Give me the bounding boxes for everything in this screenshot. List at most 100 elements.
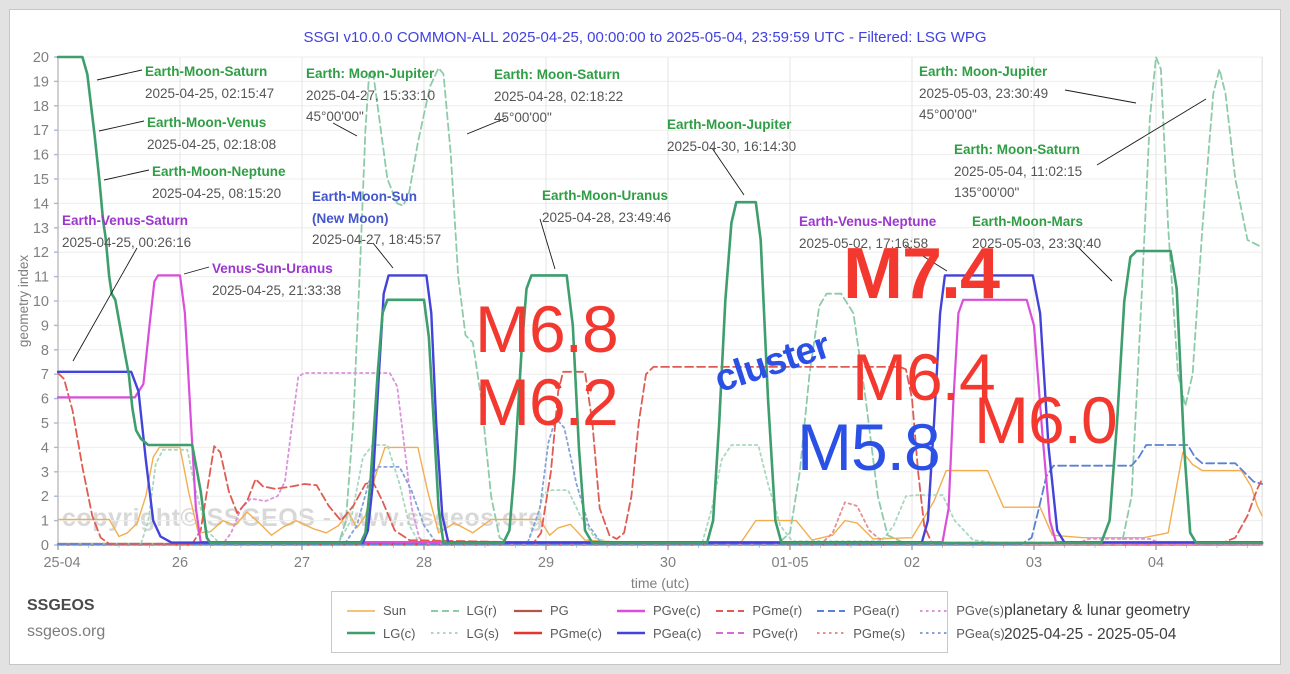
annotation-title: Earth-Moon-Mars bbox=[972, 214, 1083, 229]
annotation-earth-venus-saturn: Earth-Venus-Saturn 2025-04-25, 00:26:16 bbox=[62, 210, 191, 253]
annotation-earth-moon-sun: Earth-Moon-Sun (New Moon) 2025-04-27, 18:4… bbox=[312, 186, 441, 251]
legend-line-lg-r bbox=[430, 609, 459, 612]
legend-item-pg: PG bbox=[513, 603, 602, 618]
annotation-detail: 2025-04-30, 16:14:30 bbox=[667, 138, 797, 154]
annotation-title: (New Moon) bbox=[312, 210, 389, 226]
legend-item-pgve-s: PGve(s) bbox=[919, 603, 1004, 618]
annotation-detail: 45°00'00" bbox=[494, 110, 552, 125]
annotation-detail: 2025-05-03, 23:30:49 bbox=[919, 85, 1049, 101]
legend-item-pgme-s: PGme(s) bbox=[816, 626, 905, 641]
legend-item-pgme-r: PGme(r) bbox=[715, 603, 802, 618]
legend-line-pg bbox=[514, 609, 542, 612]
annotation-title: Earth-Venus-Neptune bbox=[799, 214, 937, 229]
legend-box: Sun LG(r) PG PGve(c) PGme(r) PGea(r) PGve(s) LG… bbox=[331, 591, 1005, 653]
annotation-title: Earth-Moon-Venus bbox=[147, 115, 267, 130]
event-label-m6-0: M6.0 bbox=[974, 383, 1118, 457]
annotation-title: Venus-Sun-Uranus bbox=[212, 261, 333, 276]
annotation-detail: 2025-04-25, 21:33:38 bbox=[212, 282, 342, 298]
legend-item-pgve-r: PGve(r) bbox=[715, 626, 802, 641]
annotation-earth-moon-venus: Earth-Moon-Venus 2025-04-25, 02:18:08 bbox=[147, 112, 276, 155]
annotation-title: Earth: Moon-Saturn bbox=[494, 67, 620, 82]
annotation-detail: 2025-04-25, 00:26:16 bbox=[62, 234, 192, 250]
legend-label: PG bbox=[550, 603, 569, 619]
annotation-title: Earth-Moon-Sun bbox=[312, 189, 417, 204]
legend-label: Sun bbox=[383, 603, 407, 619]
annotation-earth-moon-jupiter: Earth: Moon-Jupiter 2025-04-27, 15:33:10 4… bbox=[306, 63, 435, 128]
annotation-detail: 2025-04-25, 02:15:47 bbox=[145, 85, 275, 101]
footer-left: SSGEOS ssgeos.org bbox=[27, 597, 105, 641]
legend-item-pgea-r: PGea(r) bbox=[816, 603, 905, 618]
chart-title: SSGI v10.0.0 COMMON-ALL 2025-04-25, 00:0… bbox=[303, 29, 987, 46]
annotation-title: Earth-Moon-Uranus bbox=[542, 188, 668, 203]
legend-item-pgea-s: PGea(s) bbox=[919, 625, 1005, 641]
legend-label: PGme(s) bbox=[853, 625, 906, 641]
annotation-venus-sun-uranus: Venus-Sun-Uranus 2025-04-25, 21:33:38 bbox=[212, 258, 341, 301]
event-label-m5-8: M5.8 bbox=[797, 410, 941, 484]
annotation-earth-moon-jupiter: Earth-Moon-Jupiter 2025-04-30, 16:14:30 bbox=[667, 114, 796, 157]
annotation-title: Earth-Moon-Neptune bbox=[152, 164, 286, 179]
annotation-title: Earth-Venus-Saturn bbox=[62, 213, 189, 228]
annotation-detail: 2025-04-28, 02:18:22 bbox=[494, 88, 624, 104]
legend-line-pgme-s bbox=[817, 632, 846, 635]
legend-item-lg-c: LG(c) bbox=[346, 626, 416, 641]
legend-line-lg-c bbox=[347, 631, 375, 635]
legend-item-pgve-c: PGve(c) bbox=[616, 603, 701, 618]
legend-item-lg-r: LG(r) bbox=[430, 603, 500, 618]
legend-label: PGve(c) bbox=[653, 603, 701, 619]
brand-text: SSGEOS bbox=[27, 597, 95, 614]
legend-line-sun bbox=[347, 610, 375, 612]
legend-label: PGve(r) bbox=[752, 625, 798, 641]
legend-label: LG(c) bbox=[383, 625, 416, 641]
legend-label: PGea(c) bbox=[653, 625, 702, 641]
annotation-detail: 45°00'00" bbox=[306, 109, 364, 124]
legend-label: LG(r) bbox=[466, 603, 497, 619]
legend-line-pgve-r bbox=[716, 632, 745, 635]
legend-line-pgme-r bbox=[716, 609, 745, 612]
legend-line-lg-s bbox=[430, 632, 459, 635]
annotation-detail: 135°00'00" bbox=[954, 185, 1020, 200]
annotation-detail: 2025-04-25, 02:18:08 bbox=[147, 136, 277, 152]
site-link: ssgeos.org bbox=[27, 623, 106, 640]
annotation-earth-moon-saturn: Earth: Moon-Saturn 2025-04-28, 02:18:22 45… bbox=[494, 64, 623, 129]
annotation-title: Earth: Moon-Saturn bbox=[954, 142, 1080, 157]
annotation-title: Earth: Moon-Jupiter bbox=[306, 66, 435, 81]
legend-item-sun: Sun bbox=[346, 603, 416, 618]
annotation-detail: 2025-04-27, 18:45:57 bbox=[312, 232, 442, 247]
event-label-m6-8: M6.8 bbox=[475, 292, 619, 366]
annotation-detail: 45°00'00" bbox=[919, 107, 977, 122]
legend-item-pgme-c: PGme(c) bbox=[513, 626, 602, 641]
legend-label: LG(s) bbox=[466, 625, 500, 641]
event-label-m7-4: M7.4 bbox=[843, 234, 1000, 314]
watermark: copyright© SSGEOS - www.ssgeos.org bbox=[62, 504, 544, 532]
legend-label: PGve(s) bbox=[956, 603, 1004, 619]
event-label-m6-2: M6.2 bbox=[475, 365, 619, 439]
legend-line-pgme-c bbox=[514, 631, 542, 635]
legend-item-pgea-c: PGea(c) bbox=[616, 626, 701, 641]
legend-label: PGea(s) bbox=[956, 625, 1005, 641]
legend-label: PGme(r) bbox=[752, 603, 803, 619]
footer-right-line2: 2025-04-25 - 2025-05-04 bbox=[1004, 626, 1177, 643]
legend-line-pgea-r bbox=[817, 609, 846, 612]
annotation-detail: 2025-04-25, 08:15:20 bbox=[152, 185, 282, 201]
annotation-earth-moon-uranus: Earth-Moon-Uranus 2025-04-28, 23:49:46 bbox=[542, 185, 671, 228]
legend-line-pgve-s bbox=[920, 609, 949, 612]
annotation-detail: 2025-04-28, 23:49:46 bbox=[542, 209, 672, 225]
annotation-earth-moon-jupiter: Earth: Moon-Jupiter 2025-05-03, 23:30:49 4… bbox=[919, 61, 1048, 126]
legend-line-pgve-c bbox=[617, 609, 645, 613]
chart-panel bbox=[9, 9, 1281, 665]
annotation-title: Earth-Moon-Jupiter bbox=[667, 117, 792, 132]
annotation-earth-moon-saturn: Earth-Moon-Saturn 2025-04-25, 02:15:47 bbox=[145, 61, 274, 104]
legend-label: PGme(c) bbox=[550, 625, 602, 641]
legend-label: PGea(r) bbox=[853, 603, 900, 619]
footer-right: planetary & lunar geometry 2025-04-25 - … bbox=[1004, 599, 1190, 647]
footer-right-line1: planetary & lunar geometry bbox=[1004, 602, 1191, 619]
annotation-detail: 2025-04-27, 15:33:10 bbox=[306, 87, 436, 103]
annotation-title: Earth-Moon-Saturn bbox=[145, 64, 268, 79]
legend-item-lg-s: LG(s) bbox=[430, 625, 500, 641]
annotation-title: Earth: Moon-Jupiter bbox=[919, 64, 1048, 79]
annotation-earth-moon-neptune: Earth-Moon-Neptune 2025-04-25, 08:15:20 bbox=[152, 161, 285, 204]
legend-line-pgea-c bbox=[617, 631, 645, 635]
annotation-earth-moon-saturn: Earth: Moon-Saturn 2025-05-04, 11:02:15 13… bbox=[954, 139, 1082, 204]
legend-line-pgea-s bbox=[920, 632, 949, 635]
